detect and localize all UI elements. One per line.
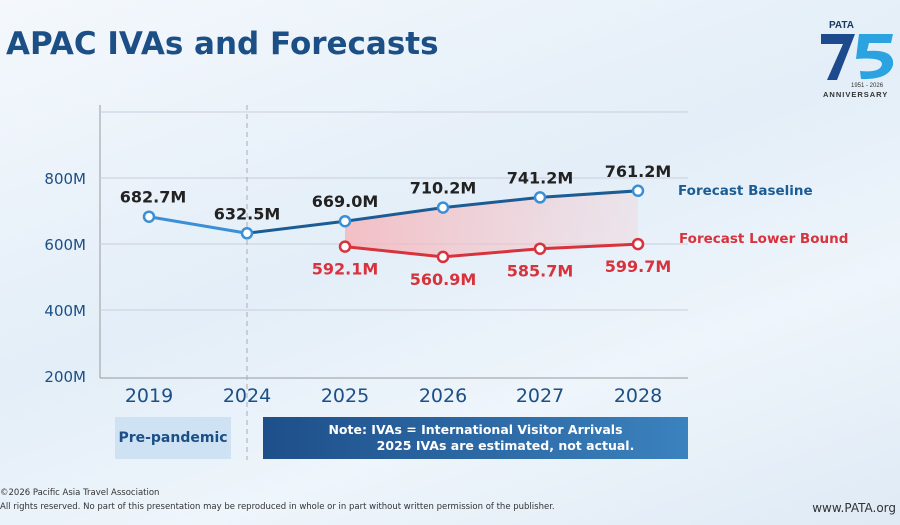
x-tick-label: 2024 (223, 385, 271, 407)
copyright: ©2026 Pacific Asia Travel Association (0, 488, 160, 498)
baseline-data-label: 632.5M (214, 204, 281, 223)
website-link[interactable]: www.PATA.org (812, 501, 896, 515)
baseline-point (436, 201, 450, 214)
baseline-point (631, 184, 645, 198)
baseline-data-label: 741.2M (507, 168, 574, 187)
lower-bound-line (344, 242, 639, 259)
logo-five-shape (856, 34, 894, 80)
baseline-data-label: 669.0M (312, 192, 379, 211)
x-tick-label: 2025 (321, 385, 369, 407)
baseline-point (240, 227, 254, 240)
note-line-1: Note: IVAs = International Visitor Arriv… (328, 422, 623, 437)
y-tick-label: 400M (44, 302, 86, 320)
x-tick-label: 2028 (614, 385, 662, 407)
lower-bound-data-label: 599.7M (605, 257, 672, 276)
lower-bound-data-label: 585.7M (507, 262, 574, 281)
lower-bound-point (338, 240, 352, 253)
pata-75-logo: PATA 1951 - 2026 ANNIVERSARY (821, 20, 894, 99)
rights-notice: All rights reserved. No part of this pre… (0, 502, 555, 512)
baseline-point (533, 191, 547, 204)
logo-text: PATA (829, 20, 854, 31)
lower-bound-data-label: 560.9M (410, 270, 477, 289)
baseline-point (142, 210, 156, 223)
lower-bound-point (533, 242, 547, 255)
baseline-data-label: 761.2M (605, 162, 672, 181)
page-title: APAC IVAs and Forecasts (6, 26, 439, 62)
lower-bound-point (436, 250, 450, 264)
x-tick-label: 2027 (516, 385, 564, 407)
y-tick-label: 600M (44, 236, 86, 254)
lower-bound-data-label: 592.1M (312, 260, 379, 279)
baseline-data-label: 710.2M (410, 179, 477, 198)
legend-forecast-baseline: Forecast Baseline (678, 183, 813, 199)
y-tick-label: 200M (44, 368, 86, 386)
y-tick-label: 800M (44, 170, 86, 188)
baseline-data-label: 682.7M (120, 188, 187, 207)
note-line-2: 2025 IVAs are estimated, not actual. (376, 438, 635, 453)
forecast-range-area (345, 190, 638, 257)
pre-pandemic-label: Pre-pandemic (115, 417, 231, 459)
lower-bound-point (631, 237, 645, 251)
historical-line (148, 215, 248, 235)
logo-anniversary: ANNIVERSARY (823, 90, 888, 99)
logo-seven-shape (821, 34, 855, 80)
baseline-point (338, 214, 352, 228)
legend-forecast-lower-bound: Forecast Lower Bound (679, 231, 848, 247)
x-tick-label: 2026 (419, 385, 467, 407)
logo-years: 1951 - 2026 (851, 83, 884, 89)
note-box: Note: IVAs = International Visitor Arriv… (263, 417, 688, 459)
x-tick-label: 2019 (125, 385, 173, 407)
